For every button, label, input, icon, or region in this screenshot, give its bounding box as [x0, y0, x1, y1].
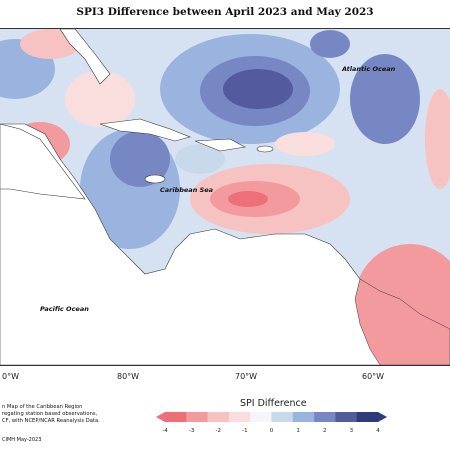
red-zone — [65, 71, 135, 127]
colorbar-swatch — [292, 412, 315, 422]
colorbar-tick-label: -1 — [242, 428, 248, 434]
colorbar-tick-label: 1 — [296, 428, 300, 434]
colorbar-tick-label: 2 — [323, 428, 327, 434]
map-note: regating station based observations, — [2, 411, 98, 417]
pacific-label: Pacific Ocean — [40, 305, 89, 313]
blue-zone — [310, 30, 350, 58]
colorbar-swatch — [186, 412, 208, 422]
longitude-tick: 80°W — [117, 372, 140, 381]
red-zone — [354, 278, 450, 365]
longitude-tick: 70°W — [235, 372, 258, 381]
land-mass — [0, 123, 86, 200]
colorbar-swatch — [207, 412, 230, 422]
spi-map: Atlantic Ocean Caribbean Sea Pacific Oce… — [0, 29, 450, 365]
map-note: CF, with NCEP/NCAR Reanalysis Data. — [2, 418, 100, 424]
longitude-tick: 0°W — [2, 372, 19, 381]
map-title: SPI3 Difference between April 2023 and M… — [76, 6, 374, 18]
colorbar-swatch — [250, 412, 272, 422]
colorbar-swatch — [356, 412, 379, 422]
map-note: n Map of the Caribbean Region — [2, 404, 83, 410]
atlantic-label: Atlantic Ocean — [341, 65, 396, 73]
red-zone — [275, 132, 335, 156]
blue-zone — [350, 54, 420, 144]
colorbar-arrow-left — [156, 412, 165, 422]
longitude-tick: 60°W — [362, 372, 385, 381]
blue-zone — [110, 131, 170, 187]
land-mass — [59, 29, 111, 85]
red-zone — [425, 89, 450, 189]
land-mass — [144, 174, 166, 184]
map-panel: Atlantic Ocean Caribbean Sea Pacific Oce… — [0, 28, 450, 366]
colorbar-swatch — [165, 412, 187, 422]
colorbar-swatch — [271, 412, 294, 422]
colorbar-title: SPI Difference — [240, 398, 307, 409]
colorbar-swatch — [335, 412, 357, 422]
land-mass — [194, 138, 246, 152]
light-zone — [175, 144, 225, 174]
colorbar-swatch — [228, 412, 251, 422]
colorbar-tick-label: -3 — [188, 428, 195, 434]
colorbar-arrow-right — [378, 412, 387, 422]
colorbar-tick-label: 3 — [349, 428, 354, 434]
red-zone — [228, 191, 268, 207]
land-mass — [256, 145, 274, 153]
credit: CIMH May-2023 — [2, 437, 42, 443]
land-mass — [99, 118, 191, 142]
colorbar-tick-label: 0 — [269, 428, 274, 434]
colorbar — [156, 412, 387, 422]
caribbean-label: Caribbean Sea — [160, 186, 213, 194]
colorbar-tick-label: -4 — [162, 428, 168, 434]
colorbar-tick-label: 4 — [376, 428, 380, 434]
colorbar-tick-label: -2 — [215, 428, 221, 434]
blue-zone — [223, 69, 293, 109]
colorbar-swatch — [314, 412, 336, 422]
